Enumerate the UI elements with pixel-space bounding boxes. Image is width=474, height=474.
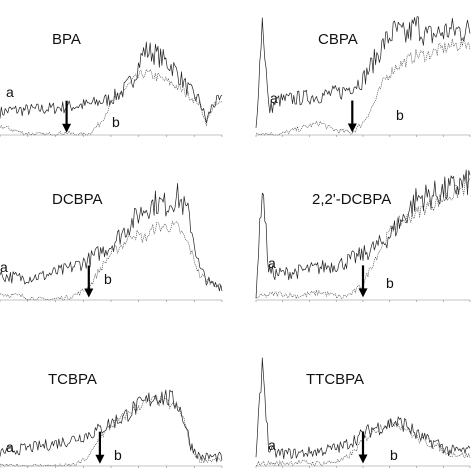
series-label-a: a [268, 437, 276, 453]
panel-title: 2,2'-DCBPA [312, 191, 391, 208]
annotation-arrow-head [347, 123, 357, 133]
series-label-a: a [270, 90, 278, 106]
panel-title: TCBPA [48, 371, 97, 388]
trace-a [0, 183, 223, 292]
annotation-arrow-head [95, 454, 105, 464]
trace-a [0, 41, 223, 123]
trace-a [0, 389, 223, 462]
chart-panel-2: CBPA a b [255, 16, 471, 137]
chart-panel-4: 2,2'-DCBPA a b [255, 169, 471, 302]
series-label-b: b [396, 107, 404, 123]
trace-b [0, 220, 223, 301]
chart-panel-1: BPA a b [0, 31, 223, 137]
series-label-a: a [6, 84, 14, 100]
series-label-b: b [104, 271, 112, 287]
annotation-arrow-head [358, 288, 368, 298]
panel-title: CBPA [318, 31, 358, 48]
series-label-a: a [6, 439, 14, 455]
trace-b [0, 394, 223, 467]
annotation-arrow-head [84, 288, 94, 298]
series-label-a: a [0, 259, 8, 275]
annotation-arrow-head [358, 454, 368, 464]
annotation-arrow-head [62, 123, 72, 133]
chart-panel-6: TTCBPA a b [255, 357, 471, 468]
chart-panel-5: TCBPA a b [0, 371, 223, 468]
chart-panel-3: DCBPA a b [0, 183, 223, 302]
panel-title: DCBPA [52, 191, 103, 208]
series-label-b: b [112, 114, 120, 130]
panel-title: TTCBPA [306, 371, 364, 388]
series-label-b: b [114, 447, 122, 463]
trace-b [0, 68, 223, 136]
series-label-a: a [268, 255, 276, 271]
trace-a [255, 169, 471, 299]
trace-a [255, 16, 471, 128]
panel-title: BPA [52, 31, 81, 48]
series-label-b: b [390, 447, 398, 463]
trace-b [255, 36, 471, 136]
series-label-b: b [386, 275, 394, 291]
